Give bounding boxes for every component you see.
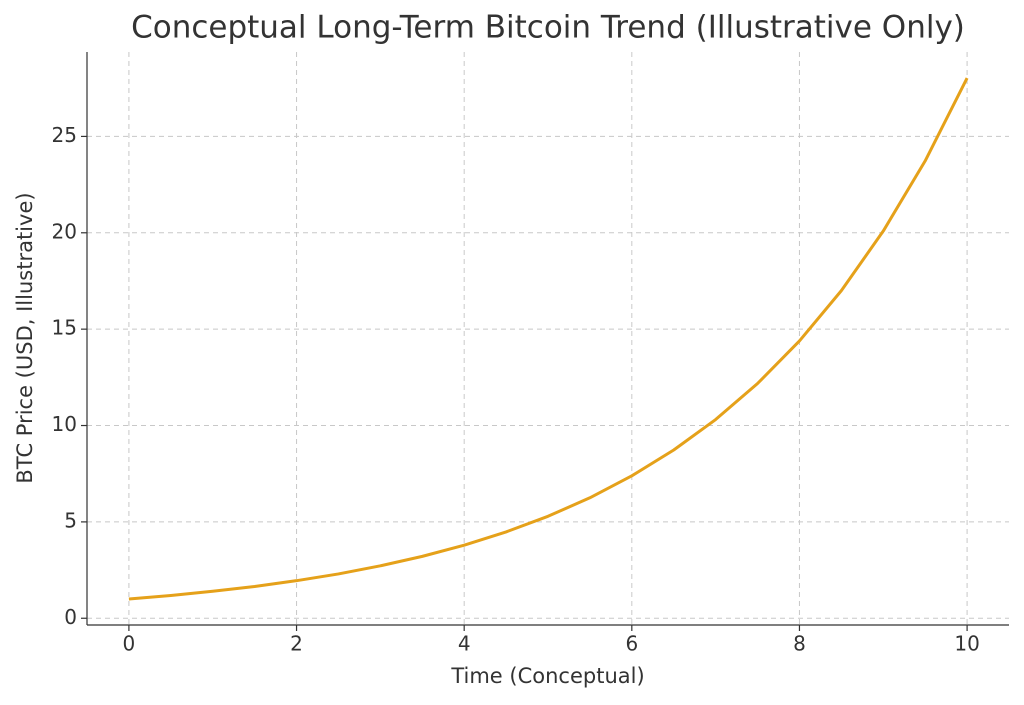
y-axis-label: BTC Price (USD, Illustrative) <box>13 192 37 483</box>
x-tick-label: 6 <box>625 632 638 656</box>
line-series <box>128 77 969 601</box>
y-tick-label: 15 <box>52 316 77 340</box>
y-tick-label: 20 <box>52 219 77 243</box>
x-tick-label: 0 <box>123 632 136 656</box>
y-tick-label: 0 <box>64 605 77 629</box>
x-tick-label: 2 <box>290 632 303 656</box>
y-tick-label: 5 <box>64 508 77 532</box>
y-tick-label: 10 <box>52 412 77 436</box>
x-tick-label: 10 <box>954 632 979 656</box>
x-tick-label: 8 <box>793 632 806 656</box>
chart-title: Conceptual Long-Term Bitcoin Trend (Illu… <box>131 10 965 46</box>
x-axis-label: Time (Conceptual) <box>450 664 644 688</box>
y-tick-label: 25 <box>52 123 77 147</box>
x-tick-label: 4 <box>458 632 471 656</box>
